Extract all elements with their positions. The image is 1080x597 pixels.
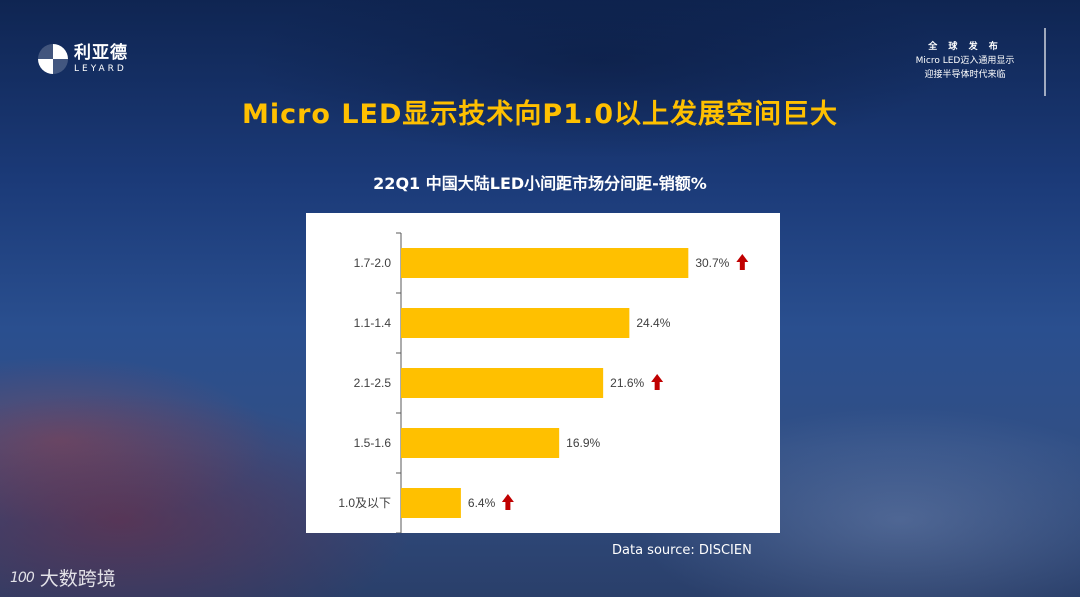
release-note-line2: Micro LED迈入通用显示 (915, 56, 1015, 66)
category-label: 2.1-2.5 (354, 376, 392, 390)
page-title: Micro LED显示技术向P1.0以上发展空间巨大 (241, 99, 839, 130)
category-label: 1.0及以下 (338, 496, 391, 510)
watermark-text: 大数跨境 (39, 568, 116, 590)
brand-logo-icon (38, 44, 68, 74)
watermark: 100 大数跨境 (10, 564, 116, 591)
brand-name-en: LEYARD (74, 63, 127, 74)
data-label: 16.9% (566, 436, 600, 450)
data-source: Data source: DISCIEN (612, 543, 752, 558)
category-label: 1.5-1.6 (354, 436, 392, 450)
release-note-line1: 全 球 发 布 (928, 42, 1002, 52)
data-label: 24.4% (636, 316, 670, 330)
bar (401, 368, 604, 398)
data-label: 30.7% (695, 256, 729, 270)
category-label: 1.1-1.4 (354, 316, 392, 330)
data-label: 21.6% (610, 376, 644, 390)
bar-chart: 1.7-2.0 30.7% 1.1-1.4 24.4% 2.1-2.5 21.6% 1.5-… (338, 232, 749, 534)
watermark-logo: 100 (10, 569, 35, 586)
brand-name-cn: 利亚德 (74, 42, 128, 63)
up-arrow-icon (736, 254, 749, 270)
category-label: 1.7-2.0 (354, 256, 392, 270)
brand-logo-text: 利亚德 LEYARD (74, 42, 128, 74)
bar (401, 248, 689, 278)
up-arrow-icon (651, 374, 664, 390)
bar (401, 308, 630, 338)
bar (401, 488, 461, 518)
brand-logo: 利亚德 LEYARD (38, 44, 128, 74)
up-arrow-icon (501, 494, 514, 510)
chart-panel: 1.7-2.0 30.7% 1.1-1.4 24.4% 2.1-2.5 21.6% 1.5-… (306, 213, 780, 534)
chart-title: 22Q1 中国大陆LED小间距市场分间距-销额% (373, 174, 707, 193)
bar (401, 428, 560, 458)
data-label: 6.4% (468, 496, 496, 510)
release-note-line3: 迎接半导体时代来临 (924, 70, 1006, 80)
release-note: 全 球 发 布 Micro LED迈入通用显示 迎接半导体时代来临 (886, 28, 1046, 96)
